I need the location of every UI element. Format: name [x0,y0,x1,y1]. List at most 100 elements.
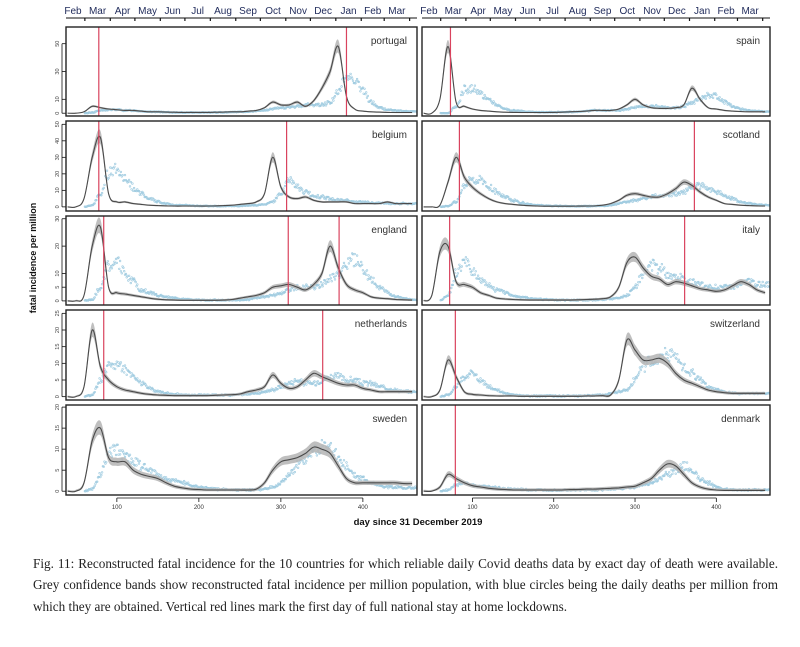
panel-plot-area [67,310,417,400]
daily-death-point [463,258,466,261]
daily-death-point [96,290,100,293]
y-tick-label: 20 [55,404,61,410]
daily-death-point [670,348,673,351]
daily-death-point [633,381,636,384]
daily-death-point [636,199,639,203]
daily-death-point [637,373,640,376]
daily-death-point [129,281,132,285]
daily-death-point [112,263,115,266]
daily-death-point [315,454,319,457]
panel-plot-area [67,420,417,493]
daily-death-point [337,198,340,201]
daily-death-point [456,272,459,275]
daily-death-point [710,186,713,190]
daily-death-point [131,182,134,185]
panel-frame [421,309,771,401]
daily-death-point [134,280,137,284]
daily-death-point [120,272,124,275]
daily-death-point [467,376,470,379]
daily-death-point [677,358,681,361]
daily-death-point [483,93,486,97]
daily-death-point [117,361,120,364]
month-label: Feb [64,6,82,17]
daily-death-point [369,99,373,102]
daily-death-point [371,381,374,384]
daily-death-point [325,102,328,105]
daily-death-point [502,289,506,293]
daily-death-point [121,368,124,371]
daily-death-point [278,483,282,486]
daily-death-point [104,461,108,464]
daily-death-point [327,444,330,447]
daily-death-point [463,261,467,264]
panel-plot-area [423,405,770,495]
figure-chart: fatal incidence per million day since 31… [28,6,771,528]
daily-death-point [123,364,127,367]
daily-death-point [486,384,490,387]
daily-death-point [151,291,155,294]
daily-death-point [366,278,369,281]
confidence-band [67,129,413,208]
daily-death-point [107,263,110,266]
daily-death-point [349,375,352,378]
daily-death-point [333,94,337,98]
daily-death-point [472,87,476,90]
daily-death-point [658,268,661,271]
panel-plot-area [67,216,417,305]
daily-death-point [728,102,731,105]
daily-death-point [483,380,486,383]
daily-death-point [688,372,691,375]
daily-death-point [663,346,667,350]
daily-death-point [454,268,457,271]
y-tick-label: 10 [55,96,61,102]
daily-death-point [469,91,472,94]
daily-death-point [369,379,372,383]
daily-death-point [670,277,673,281]
daily-death-point [489,97,492,101]
daily-death-point [670,194,673,198]
daily-death-point [159,474,163,477]
daily-death-point [656,272,660,275]
daily-death-point [137,462,141,465]
daily-death-point [317,102,320,106]
daily-death-point [672,191,676,195]
month-label: Feb [364,6,382,17]
daily-death-point [340,85,343,88]
daily-death-point [344,468,347,471]
daily-death-point [689,278,692,281]
daily-death-point [124,366,128,370]
daily-death-point [287,472,290,475]
daily-death-point [118,364,121,367]
daily-death-point [342,376,346,379]
daily-death-point [702,478,705,481]
daily-death-point [507,195,510,199]
daily-death-point [359,90,362,93]
daily-death-point [663,273,667,277]
daily-death-point [669,273,673,276]
daily-death-point [380,105,383,109]
daily-death-point [121,449,124,452]
daily-death-point [366,384,369,387]
daily-death-point [288,474,292,477]
daily-death-point [675,357,678,360]
daily-death-point [361,86,365,89]
daily-death-point [655,263,659,266]
daily-death-point [136,377,139,380]
daily-death-point [484,181,487,184]
country-label: portugal [371,36,407,47]
daily-death-point [127,274,131,277]
daily-death-point [298,461,301,464]
daily-death-point [475,179,478,182]
daily-death-point [358,85,361,89]
daily-death-point [733,287,736,290]
daily-death-point [301,284,305,287]
confidence-band [423,152,766,208]
month-label: Apr [470,6,486,17]
country-label: england [371,225,407,236]
daily-death-point [360,478,363,481]
daily-death-point [100,191,104,195]
daily-death-point [291,468,294,472]
panel-italy: italy [421,215,771,306]
daily-death-point [484,95,487,99]
daily-death-point [704,382,708,385]
